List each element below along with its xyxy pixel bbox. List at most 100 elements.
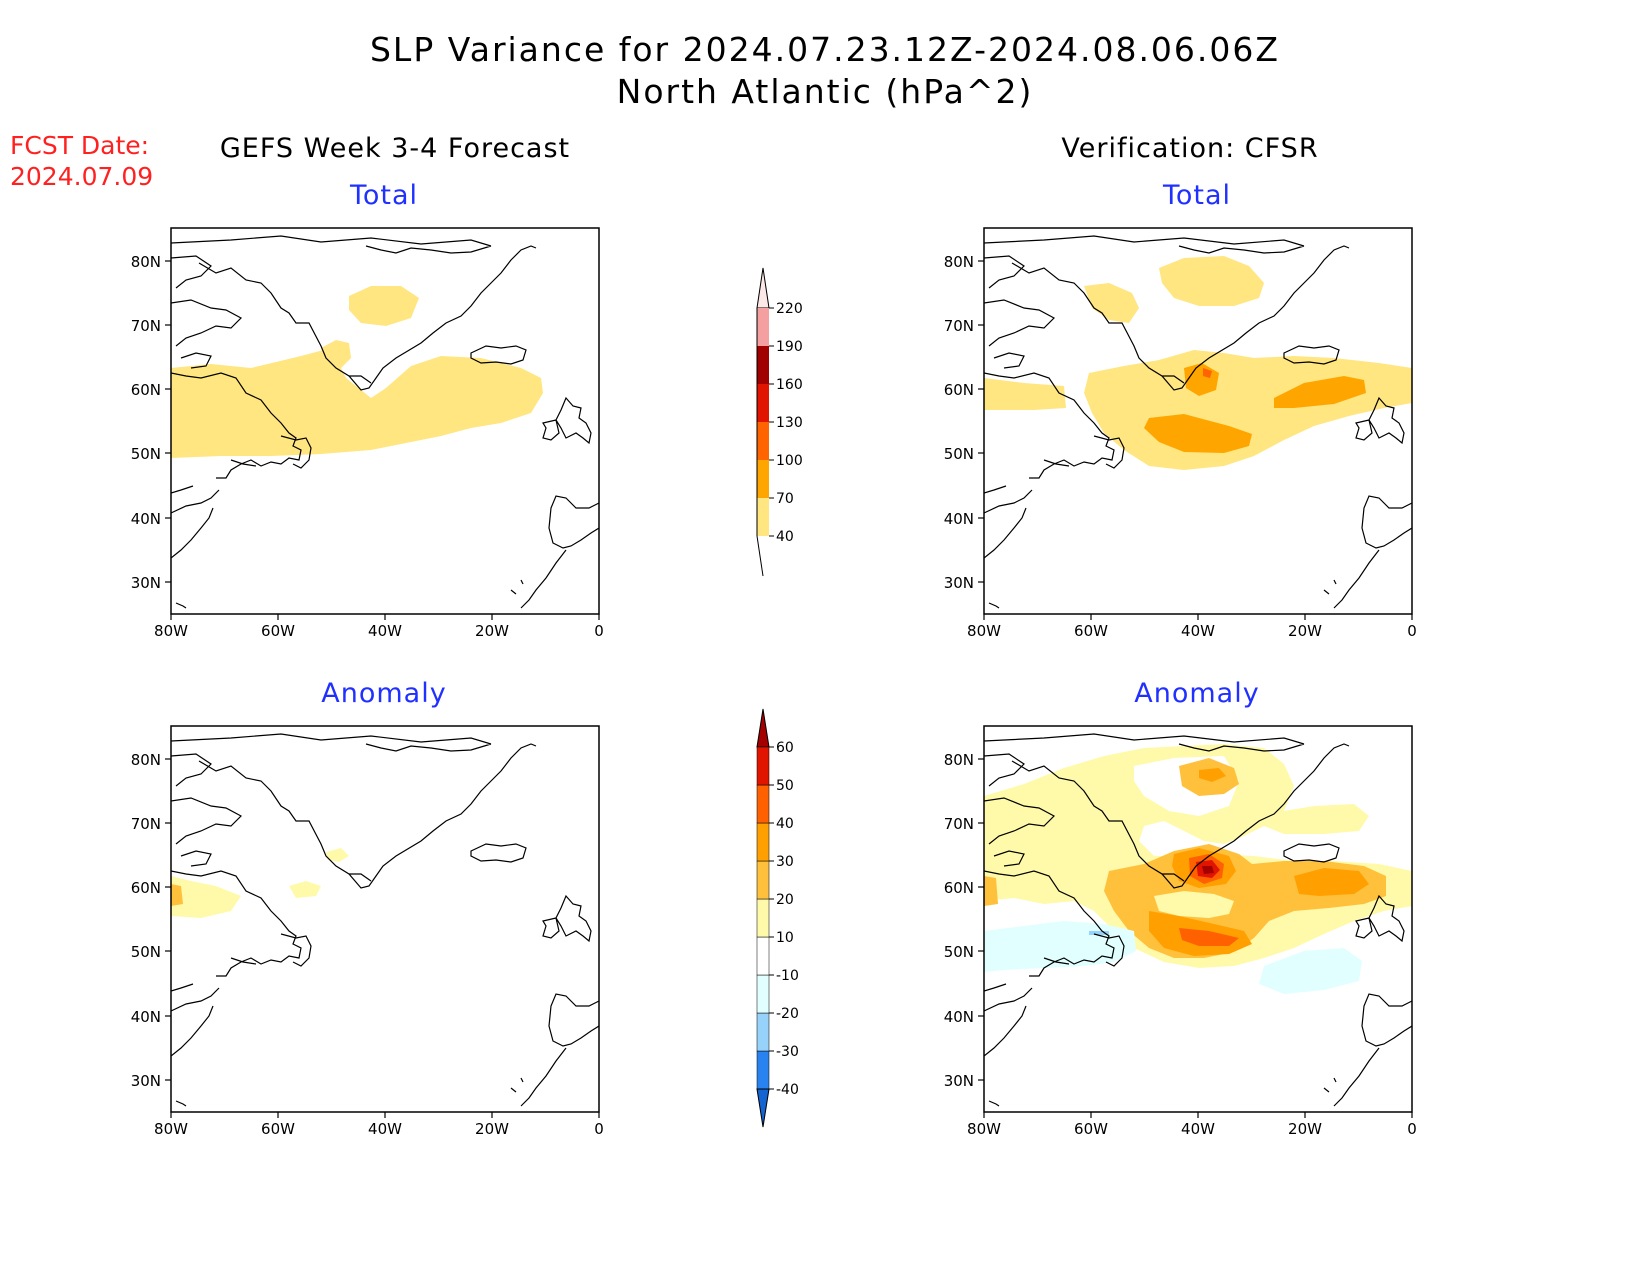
lat-tick-label: 70N: [131, 815, 161, 833]
verification-total-fill-small: [1084, 283, 1139, 323]
lon-tick-label: 60W: [1074, 1120, 1108, 1138]
chart-subtitle: North Atlantic (hPa^2): [616, 72, 1034, 111]
lon-tick-label: 20W: [475, 622, 509, 640]
colorbar-box: [756, 746, 770, 786]
verification-anomaly-fill-cyan-west: [984, 921, 1136, 972]
lon-tick-label: 0: [1407, 1120, 1417, 1138]
colorbar-tick-label: -40: [776, 1082, 799, 1098]
lat-tick-label: 30N: [131, 574, 161, 592]
lon-tick-label: 20W: [1288, 1120, 1322, 1138]
colorbar-tick-label: 60: [776, 740, 794, 756]
colorbar-box: [757, 346, 769, 384]
verification-anomaly-fill-west-orange: [984, 876, 998, 906]
verification-anomaly-fill-cyan-east: [1259, 948, 1362, 994]
lat-tick-label: 80N: [944, 751, 974, 769]
anomaly-colorbar: -40 -30 -20 -10 10 20 30 40 50 60: [756, 708, 799, 1128]
colorbar-tick-label: 190: [776, 339, 803, 355]
verification-column-title: Verification: CFSR: [1061, 133, 1319, 164]
colorbar-tick-label: 40: [776, 816, 794, 832]
forecast-total-fill-main: [171, 348, 543, 458]
colorbar-box: [756, 1012, 770, 1052]
lon-tick-label: 60W: [1074, 622, 1108, 640]
colorbar-tick-label: 160: [776, 377, 803, 393]
forecast-anomaly-fill-mid: [289, 881, 321, 898]
verification-anomaly-map: 80N 70N 60N 50N 40N 30N 80W 60W 40W 20W 0: [944, 725, 1417, 1138]
lon-tick-label: 80W: [967, 622, 1001, 640]
colorbar-box: [756, 822, 770, 862]
forecast-total-map: 80N 70N 60N 50N 40N 30N 80W 60W 40W 20W 0: [131, 227, 604, 640]
verification-total-fill-main: [1084, 350, 1412, 470]
verification-total-fill-orangered: [1203, 368, 1212, 378]
lat-tick-label: 70N: [944, 815, 974, 833]
lat-tick-label: 30N: [944, 1072, 974, 1090]
verification-total-fill-north: [1159, 256, 1264, 306]
lat-tick-label: 60N: [131, 879, 161, 897]
lon-tick-label: 40W: [1181, 622, 1215, 640]
lon-tick-label: 20W: [475, 1120, 509, 1138]
colorbar-tick-label: 70: [776, 491, 794, 507]
colorbar-box: [756, 784, 770, 824]
colorbar-tick-label: -30: [776, 1044, 799, 1060]
forecast-anomaly-fill-orange: [171, 884, 183, 906]
verification-total-label: Total: [1162, 180, 1232, 211]
lon-tick-label: 80W: [154, 622, 188, 640]
lon-tick-label: 0: [594, 1120, 604, 1138]
lat-tick-label: 50N: [944, 445, 974, 463]
lon-tick-label: 60W: [261, 622, 295, 640]
lon-tick-label: 0: [594, 622, 604, 640]
lat-tick-label: 60N: [131, 381, 161, 399]
lat-tick-label: 60N: [944, 879, 974, 897]
colorbar-box: [757, 498, 769, 536]
lon-tick-label: 80W: [154, 1120, 188, 1138]
lat-tick-label: 30N: [944, 574, 974, 592]
lat-tick-label: 50N: [944, 943, 974, 961]
colorbar-lower-triangle: [756, 1088, 770, 1128]
fcst-date-value: 2024.07.09: [10, 162, 154, 191]
lat-tick-label: 40N: [131, 1008, 161, 1026]
lon-tick-label: 80W: [967, 1120, 1001, 1138]
forecast-column-title: GEFS Week 3-4 Forecast: [219, 133, 571, 164]
total-colorbar: 40 70 100 130 160 190 220: [756, 267, 803, 577]
lat-tick-label: 40N: [944, 510, 974, 528]
verification-anomaly-fill-north-core: [1199, 768, 1226, 782]
chart-title: SLP Variance for 2024.07.23.12Z-2024.08.…: [369, 30, 1281, 69]
colorbar-tick-label: 30: [776, 854, 794, 870]
lat-tick-label: 40N: [131, 510, 161, 528]
forecast-anomaly-fill-small: [326, 848, 349, 862]
verification-anomaly-fill-deep-orange-b: [1179, 928, 1239, 946]
lat-tick-label: 80N: [131, 751, 161, 769]
lon-tick-label: 0: [1407, 622, 1417, 640]
colorbar-tick-label: 130: [776, 415, 803, 431]
verification-total-map: 80N 70N 60N 50N 40N 30N 80W 60W 40W 20W 0: [944, 227, 1417, 640]
verification-anomaly-fill-ring-hole: [1154, 891, 1234, 918]
lat-tick-label: 50N: [131, 943, 161, 961]
colorbar-tick-label: 50: [776, 778, 794, 794]
verification-total-fill-orange-c: [1274, 376, 1366, 408]
colorbar-box: [756, 1050, 770, 1090]
lat-tick-label: 80N: [944, 253, 974, 271]
colorbar-upper-triangle: [756, 267, 770, 309]
colorbar-box: [757, 460, 769, 498]
lat-tick-label: 70N: [131, 317, 161, 335]
lat-tick-label: 80N: [131, 253, 161, 271]
colorbar-upper-triangle: [756, 708, 770, 748]
verification-total-fill-orange-b: [1144, 414, 1252, 453]
verification-anomaly-fill-dark-red: [1202, 866, 1214, 874]
forecast-anomaly-map: 80N 70N 60N 50N 40N 30N 80W 60W 40W 20W 0: [131, 725, 604, 1138]
lon-tick-label: 40W: [368, 622, 402, 640]
lon-tick-label: 20W: [1288, 622, 1322, 640]
lat-tick-label: 50N: [131, 445, 161, 463]
colorbar-box: [757, 308, 769, 346]
colorbar-box: [756, 974, 770, 1014]
lat-tick-label: 60N: [944, 381, 974, 399]
lat-tick-label: 30N: [131, 1072, 161, 1090]
forecast-anomaly-fill-left: [171, 876, 241, 918]
fcst-date-label: FCST Date: 2024.07.09: [10, 130, 153, 192]
colorbar-tick-label: 20: [776, 892, 794, 908]
forecast-total-label: Total: [349, 180, 419, 211]
colorbar-box: [756, 898, 770, 938]
fcst-date-heading: FCST Date:: [10, 131, 150, 160]
verification-anomaly-label: Anomaly: [1134, 678, 1260, 709]
colorbar-box: [757, 422, 769, 460]
colorbar-box: [756, 936, 770, 976]
